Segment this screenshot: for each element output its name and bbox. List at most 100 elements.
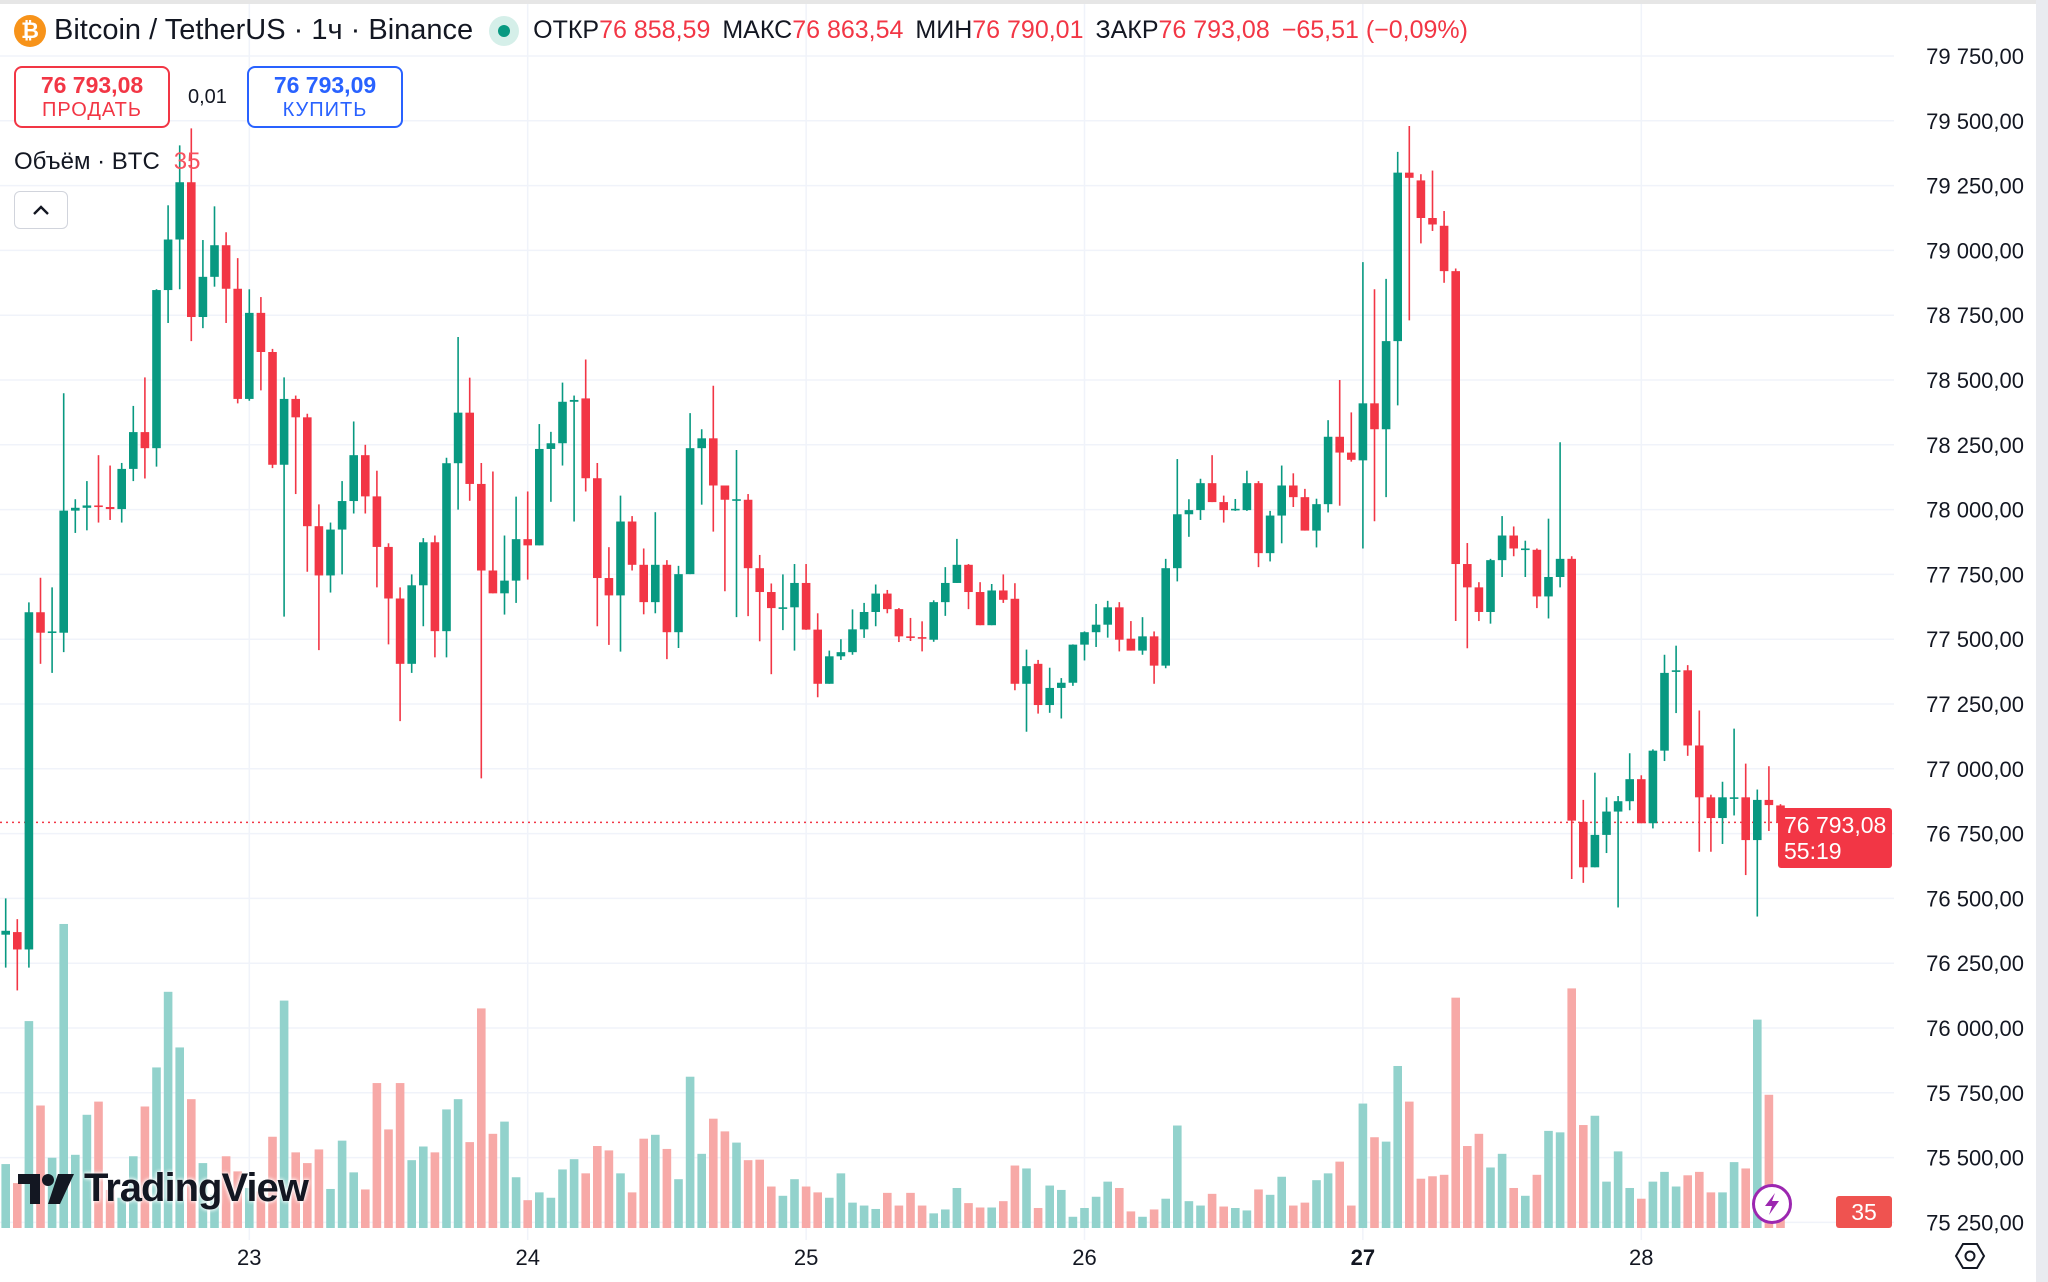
candle[interactable]: [140, 377, 150, 479]
candle[interactable]: [1045, 667, 1054, 713]
candle[interactable]: [535, 424, 544, 546]
candle[interactable]: [1648, 749, 1658, 829]
candle[interactable]: [1544, 518, 1553, 619]
candle[interactable]: [1741, 763, 1750, 876]
candle[interactable]: [1509, 526, 1518, 557]
candle[interactable]: [941, 567, 950, 616]
candle[interactable]: [221, 232, 231, 323]
candle[interactable]: [581, 359, 590, 492]
candle[interactable]: [1184, 499, 1194, 537]
candle[interactable]: [314, 504, 324, 651]
candle[interactable]: [894, 608, 904, 643]
candle[interactable]: [1207, 455, 1217, 503]
volume-legend[interactable]: Объём · BTC 35: [14, 148, 201, 176]
candle[interactable]: [384, 543, 393, 645]
candle[interactable]: [1405, 125, 1414, 321]
candle[interactable]: [790, 564, 799, 651]
symbol-title[interactable]: Bitcoin / TetherUS · 1ч · Binance: [54, 14, 474, 46]
candle[interactable]: [1300, 488, 1310, 531]
tradingview-logo[interactable]: TradingView: [18, 1166, 309, 1211]
candle[interactable]: [1660, 654, 1669, 762]
candle[interactable]: [256, 297, 266, 391]
candle[interactable]: [778, 574, 788, 631]
candle[interactable]: [1428, 170, 1437, 231]
candle[interactable]: [1486, 558, 1495, 624]
candle[interactable]: [1625, 753, 1634, 811]
candle[interactable]: [1474, 582, 1484, 622]
candle[interactable]: [71, 499, 80, 533]
candle[interactable]: [836, 639, 846, 660]
candle[interactable]: [523, 491, 532, 580]
candle[interactable]: [1265, 510, 1275, 562]
candle[interactable]: [1277, 465, 1286, 544]
candle[interactable]: [442, 457, 451, 658]
candle[interactable]: [1091, 603, 1101, 647]
candle[interactable]: [1080, 631, 1089, 661]
candle[interactable]: [1416, 174, 1426, 244]
right-scrollbar[interactable]: [2036, 0, 2048, 1282]
candle[interactable]: [964, 564, 973, 610]
candle[interactable]: [720, 485, 730, 592]
candle[interactable]: [152, 289, 161, 467]
candle[interactable]: [662, 560, 672, 660]
candle[interactable]: [1289, 473, 1298, 508]
candle[interactable]: [210, 206, 219, 287]
candle[interactable]: [883, 589, 892, 614]
candle[interactable]: [1613, 796, 1623, 908]
candle[interactable]: [1370, 289, 1379, 522]
candle[interactable]: [1683, 665, 1692, 756]
candle[interactable]: [175, 145, 184, 290]
candle[interactable]: [361, 444, 370, 514]
candle[interactable]: [1555, 442, 1565, 588]
candle[interactable]: [952, 538, 962, 583]
candle[interactable]: [1764, 766, 1774, 832]
candle[interactable]: [1497, 516, 1507, 577]
candle[interactable]: [477, 462, 486, 779]
candle[interactable]: [929, 600, 938, 642]
candle[interactable]: [1312, 498, 1321, 548]
candle[interactable]: [1022, 649, 1031, 732]
candle[interactable]: [1579, 799, 1588, 883]
candle[interactable]: [430, 535, 440, 658]
candle[interactable]: [419, 538, 428, 627]
candle[interactable]: [755, 554, 764, 642]
candle[interactable]: [801, 564, 811, 630]
candle[interactable]: [47, 587, 57, 673]
candle[interactable]: [233, 258, 242, 404]
candle[interactable]: [1173, 459, 1182, 582]
candle[interactable]: [569, 395, 579, 522]
candle[interactable]: [1057, 678, 1066, 719]
candle[interactable]: [24, 602, 34, 968]
candle[interactable]: [1567, 556, 1576, 879]
candle[interactable]: [616, 495, 625, 652]
candle[interactable]: [871, 584, 880, 627]
candle[interactable]: [1115, 602, 1124, 652]
candle[interactable]: [1347, 412, 1356, 462]
candle[interactable]: [697, 429, 706, 505]
candle[interactable]: [198, 240, 208, 329]
candle[interactable]: [94, 455, 103, 523]
candle[interactable]: [651, 512, 660, 614]
candle[interactable]: [674, 565, 683, 649]
candle[interactable]: [245, 289, 254, 401]
candle[interactable]: [1532, 548, 1542, 609]
candle[interactable]: [1010, 583, 1020, 691]
candle[interactable]: [303, 413, 312, 572]
candle[interactable]: [59, 393, 68, 653]
candle[interactable]: [372, 470, 382, 588]
candle[interactable]: [1602, 797, 1611, 854]
candle[interactable]: [1695, 710, 1704, 852]
candle[interactable]: [987, 583, 996, 626]
candle[interactable]: [1381, 278, 1391, 498]
candle[interactable]: [813, 613, 822, 698]
candle[interactable]: [1439, 211, 1449, 283]
candle[interactable]: [36, 577, 45, 664]
candle[interactable]: [732, 449, 741, 618]
candle[interactable]: [1138, 617, 1147, 655]
candle[interactable]: [1729, 728, 1739, 816]
lightning-icon[interactable]: [1752, 1184, 1792, 1224]
candle[interactable]: [1451, 268, 1460, 622]
settings-icon[interactable]: [1954, 1240, 1986, 1272]
candle[interactable]: [1521, 540, 1530, 577]
candle[interactable]: [848, 609, 857, 655]
